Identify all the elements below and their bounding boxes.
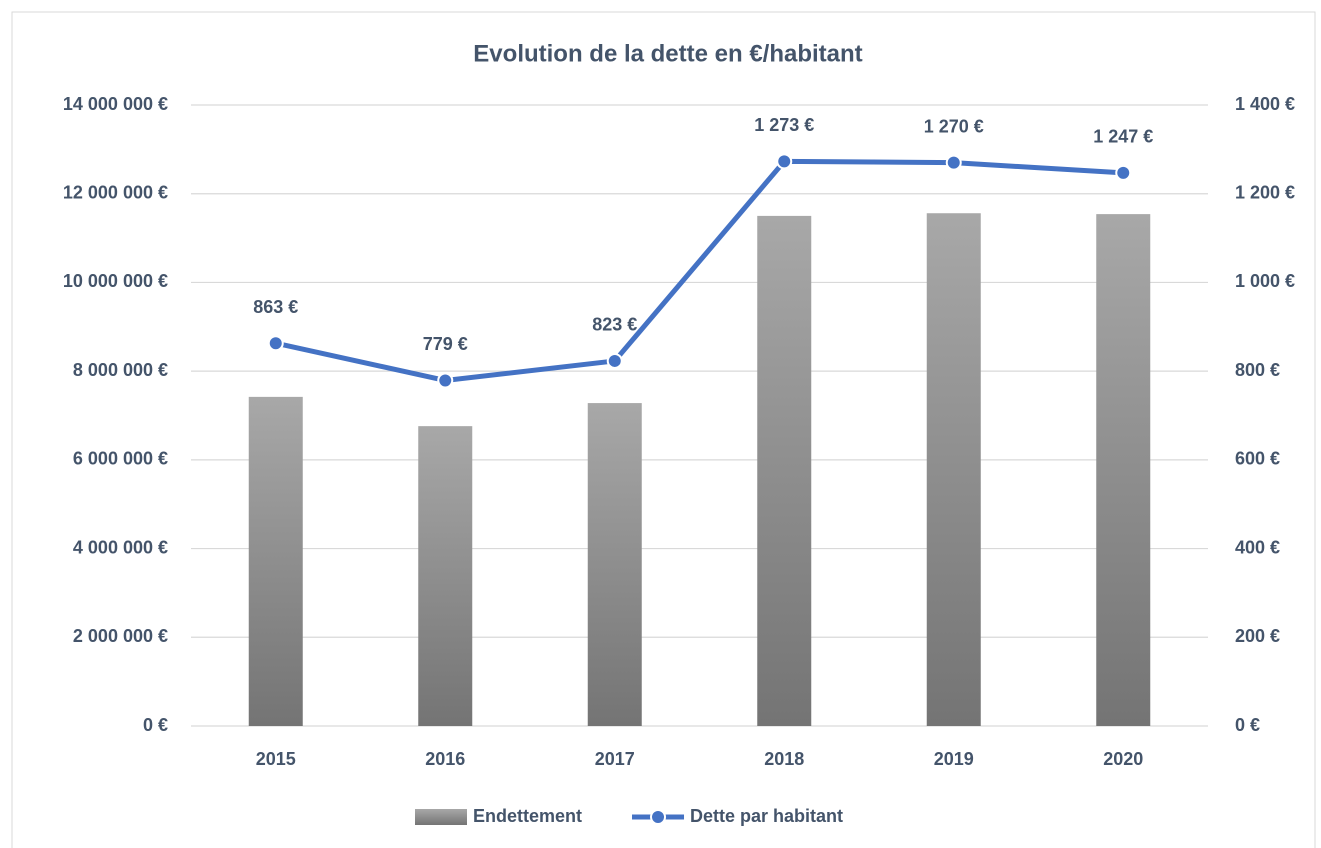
line-marker [776, 153, 793, 170]
data-label: 779 € [423, 334, 468, 354]
y-tick-label: 2 000 000 € [73, 626, 168, 646]
x-tick-label: 2015 [256, 749, 296, 769]
bar [418, 426, 473, 726]
y-tick-label: 0 € [143, 715, 168, 735]
y2-tick-label: 800 € [1235, 360, 1280, 380]
chart-title: Evolution de la dette en €/habitant [473, 40, 862, 67]
x-tick-label: 2019 [934, 749, 974, 769]
data-label: 823 € [592, 315, 637, 335]
legend-swatch [650, 809, 667, 825]
y2-tick-label: 400 € [1235, 537, 1280, 557]
legend-label: Endettement [473, 806, 582, 826]
x-tick-label: 2018 [764, 749, 804, 769]
y2-tick-label: 1 000 € [1235, 271, 1295, 291]
y-tick-label: 10 000 000 € [63, 271, 168, 291]
bar [248, 396, 303, 726]
y-tick-label: 14 000 000 € [63, 94, 168, 114]
line-marker [606, 352, 623, 369]
line [275, 158, 1124, 383]
data-label: 1 247 € [1093, 127, 1153, 147]
line-marker [945, 154, 962, 171]
y2-tick-label: 200 € [1235, 626, 1280, 646]
y-tick-label: 4 000 000 € [73, 537, 168, 557]
y-tick-label: 8 000 000 € [73, 360, 168, 380]
bar [1096, 214, 1151, 726]
y2-tick-label: 0 € [1235, 715, 1260, 735]
y-tick-label: 6 000 000 € [73, 449, 168, 469]
x-tick-label: 2017 [595, 749, 635, 769]
bar [926, 213, 981, 726]
line-marker [437, 372, 454, 389]
data-label: 1 273 € [754, 115, 814, 135]
bar [587, 403, 642, 726]
data-label: 1 270 € [924, 116, 984, 136]
y-tick-label: 12 000 000 € [63, 182, 168, 202]
x-tick-label: 2020 [1103, 749, 1143, 769]
x-tick-label: 2016 [425, 749, 465, 769]
y2-tick-label: 1 400 € [1235, 94, 1295, 114]
legend-label: Dette par habitant [690, 806, 843, 826]
line-marker [267, 335, 284, 352]
line-marker [1115, 164, 1132, 181]
y2-tick-label: 1 200 € [1235, 182, 1295, 202]
bar [757, 215, 812, 726]
legend-swatch [415, 809, 467, 825]
y2-tick-label: 600 € [1235, 449, 1280, 469]
data-label: 863 € [253, 297, 298, 317]
